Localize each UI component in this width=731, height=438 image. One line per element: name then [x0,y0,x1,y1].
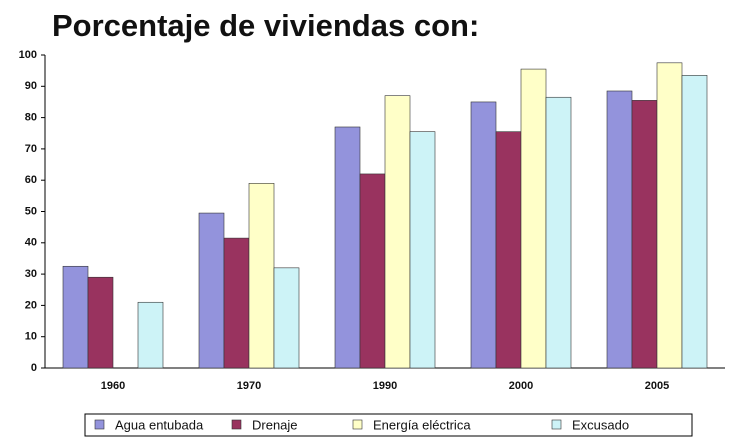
legend-label: Excusado [572,417,629,432]
bar [223,237,250,369]
legend-label: Drenaje [252,417,298,432]
chart-title: Porcentaje de viviendas con: [52,8,479,43]
x-tick-label: 2000 [509,380,533,392]
y-tick-label: 20 [25,299,37,311]
bar [681,75,708,369]
bar [631,100,658,369]
bar [248,183,275,369]
x-tick-label: 1970 [237,380,261,392]
bar [384,95,411,369]
legend-label: Agua entubada [115,417,204,432]
bar [495,131,522,369]
y-tick-label: 90 [25,80,37,92]
bar [409,131,436,369]
bar [334,126,361,369]
bar [606,90,633,369]
y-tick-label: 100 [19,49,37,61]
legend-swatch [231,419,242,430]
y-tick-label: 70 [25,143,37,155]
bar [545,96,572,369]
x-tick-label: 1990 [373,380,397,392]
y-tick-label: 60 [25,174,37,186]
bar [359,173,386,369]
y-tick-label: 80 [25,112,37,124]
legend-swatch [352,419,363,430]
bar [520,68,547,369]
bar [137,301,164,369]
bar [656,62,683,369]
bar [87,276,114,369]
y-tick-label: 40 [25,237,37,249]
legend-swatch [551,419,562,430]
y-tick-label: 50 [25,205,37,217]
x-tick-label: 1960 [101,380,125,392]
bar [62,265,89,369]
legend-swatch [94,419,105,430]
legend-label: Energía eléctrica [373,417,471,432]
bar [470,101,497,369]
x-tick-label: 2005 [645,380,669,392]
y-tick-label: 10 [25,331,37,343]
y-tick-label: 30 [25,268,37,280]
y-tick-label: 0 [31,362,37,374]
bar [273,267,300,369]
bar [198,212,225,369]
legend-box [84,413,693,437]
